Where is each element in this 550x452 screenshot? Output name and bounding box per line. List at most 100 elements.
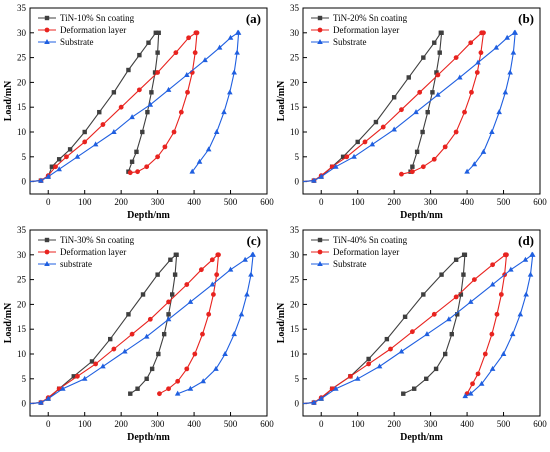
data-point [420, 164, 426, 170]
y-tick-label: 25 [17, 53, 27, 63]
data-point [155, 154, 161, 160]
data-point [152, 70, 158, 75]
series-line-unloading [191, 32, 240, 173]
y-tick-label: 15 [290, 102, 300, 112]
data-point [156, 351, 161, 357]
data-point [206, 311, 212, 317]
series-2 [302, 29, 519, 183]
data-point [527, 271, 534, 277]
data-point [456, 74, 463, 80]
data-point [435, 91, 441, 97]
x-tick-label: 400 [460, 419, 474, 429]
data-point [200, 378, 206, 384]
data-point [399, 171, 404, 177]
data-point [504, 252, 509, 258]
data-point [517, 311, 524, 317]
data-point [500, 351, 507, 356]
data-point [216, 252, 221, 258]
y-tick-label: 35 [17, 225, 27, 235]
x-tick-label: 500 [497, 197, 511, 207]
data-point [153, 30, 158, 35]
data-point [71, 374, 76, 379]
data-point [174, 252, 179, 257]
data-point [504, 34, 510, 40]
series-line-unloading [401, 32, 485, 175]
series-line-loading [29, 32, 157, 183]
x-tick-label: 500 [224, 197, 238, 207]
x-axis-label: Depth/nm [400, 432, 443, 443]
series-line-loading [302, 254, 533, 405]
data-point [149, 366, 155, 372]
x-tick-label: 300 [151, 197, 165, 207]
legend-entry: substrate [60, 259, 92, 269]
data-point [442, 144, 448, 150]
data-point [421, 55, 426, 60]
data-point [244, 291, 250, 297]
data-point [165, 316, 172, 322]
data-point [149, 90, 154, 95]
data-point [311, 177, 317, 183]
series-line-unloading [129, 254, 178, 395]
y-axis-label: Load/mN [3, 302, 14, 343]
series-0 [302, 252, 468, 405]
data-point [211, 292, 216, 297]
data-point [376, 363, 383, 369]
data-point [185, 89, 190, 95]
data-point [510, 49, 517, 55]
data-point [489, 331, 495, 337]
y-tick-label: 0 [295, 399, 300, 409]
x-tick-label: 0 [319, 419, 324, 429]
data-point [373, 119, 379, 125]
legend-entry: Substrate [60, 37, 94, 47]
data-point [209, 257, 215, 263]
legend-swatch-marker [317, 15, 323, 21]
y-tick-label: 20 [290, 299, 300, 309]
legend: TiN-20% Sn coating Deformation layer Subst… [311, 13, 408, 47]
data-point [471, 161, 478, 167]
data-point [135, 169, 140, 175]
data-point [498, 292, 504, 297]
series-1 [29, 30, 200, 184]
data-point [126, 67, 131, 73]
data-point [165, 86, 172, 92]
data-point [413, 109, 419, 115]
data-point [129, 159, 135, 164]
chart-panel-b: 0 100 200 300 400 500 600 0 5 10 15 20 25 30 35 Depth/n… [276, 3, 547, 221]
data-point [147, 101, 154, 107]
data-point [406, 75, 411, 80]
data-point [469, 89, 474, 95]
data-point [430, 90, 435, 95]
data-point [186, 35, 192, 41]
data-point [213, 365, 219, 371]
legend-swatch-marker [44, 249, 50, 255]
data-point [231, 69, 237, 75]
data-point [424, 331, 430, 337]
data-point [490, 262, 495, 268]
data-point [431, 156, 437, 162]
x-tick-label: 0 [46, 419, 51, 429]
data-point [128, 391, 133, 396]
data-point [216, 44, 223, 50]
data-point [143, 333, 150, 339]
x-tick-label: 0 [319, 197, 324, 207]
data-point [462, 393, 469, 399]
data-point [431, 311, 437, 317]
y-tick-label: 30 [17, 28, 27, 38]
data-point [399, 107, 404, 113]
data-point [453, 294, 459, 300]
data-point [432, 40, 437, 45]
data-point [118, 104, 124, 110]
data-point [468, 40, 474, 46]
y-tick-label: 5 [295, 374, 300, 384]
legend-swatch-marker [317, 39, 323, 44]
data-point [166, 312, 171, 317]
y-tick-label: 30 [17, 250, 27, 260]
data-point [464, 168, 470, 174]
data-point [421, 292, 426, 297]
x-tick-label: 400 [187, 197, 201, 207]
x-tick-label: 400 [187, 419, 201, 429]
data-point [187, 385, 194, 391]
x-tick-label: 400 [460, 197, 474, 207]
data-point [348, 373, 353, 379]
plot-frame [302, 7, 541, 195]
